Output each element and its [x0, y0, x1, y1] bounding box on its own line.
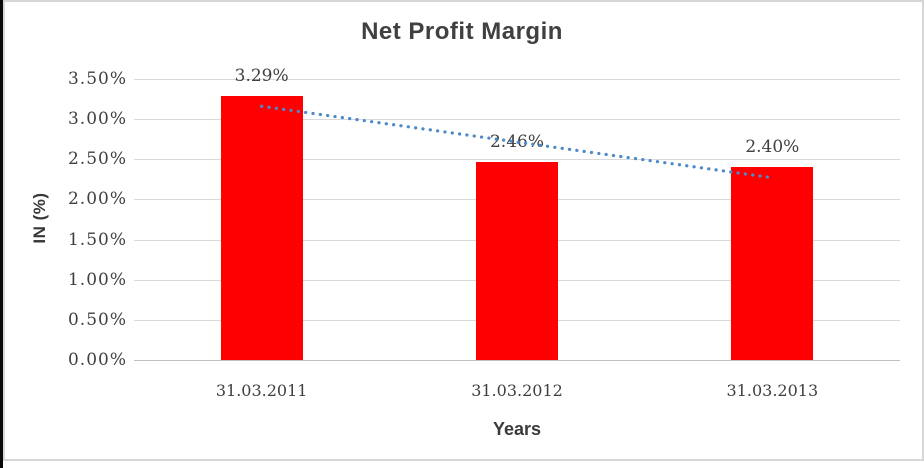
gridline [134, 79, 900, 80]
x-tick-label: 31.03.2013 [726, 381, 819, 400]
data-label: 2.46% [489, 132, 544, 153]
y-tick-label: 1.00% [67, 269, 127, 290]
chart-title: Net Profit Margin [361, 18, 563, 45]
y-tick-label: 0.50% [67, 309, 127, 330]
x-axis-title: Years [492, 419, 542, 439]
data-label: 2.40% [745, 137, 800, 158]
bar-31.03.2011 [220, 95, 303, 360]
x-axis-line [134, 360, 900, 361]
y-tick-label: 3.00% [67, 109, 127, 130]
bar-31.03.2013 [731, 167, 814, 360]
y-tick-label: 1.50% [67, 229, 127, 250]
y-tick-label: 3.50% [67, 69, 127, 89]
bar-31.03.2012 [476, 162, 558, 360]
data-label: 3.29% [234, 65, 289, 86]
y-tick-label: 2.00% [67, 189, 127, 210]
y-tick-label: 2.50% [67, 149, 127, 170]
x-tick-label: 31.03.2012 [471, 381, 563, 400]
x-tick-label: 31.03.2011 [215, 381, 308, 400]
left-edge-border [0, 0, 3, 468]
y-tick-label: 0.00% [67, 350, 127, 370]
